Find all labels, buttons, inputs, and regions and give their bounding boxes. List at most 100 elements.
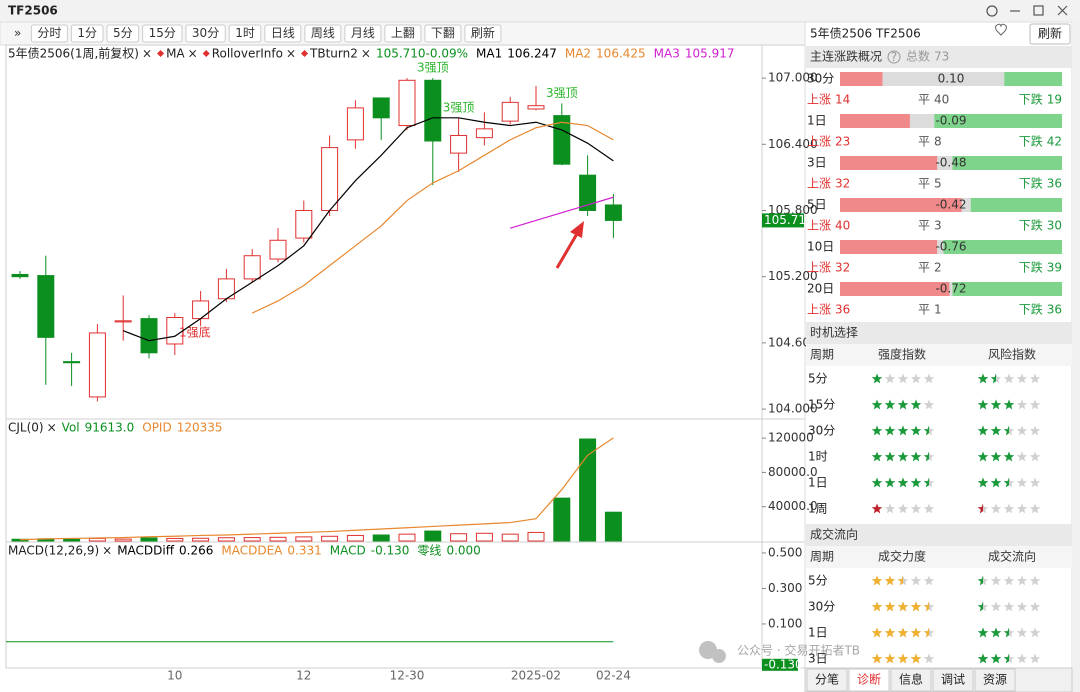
flat-label: 平 (918, 303, 930, 317)
column-label: 风险指数 (988, 347, 1036, 362)
candle-body (579, 174, 597, 211)
star-filled (884, 575, 896, 586)
star-empty (1003, 503, 1015, 514)
star-empty (910, 373, 922, 384)
toolbar-button[interactable] (185, 24, 226, 43)
star-empty (1029, 575, 1041, 586)
series-value: 0.331 (287, 544, 321, 558)
star-empty (1016, 373, 1028, 384)
y-tick-label: 107.000 (768, 71, 818, 85)
tab[interactable] (806, 668, 848, 692)
legend-close[interactable]: × (47, 421, 57, 435)
favorite-icon[interactable] (995, 23, 1007, 36)
annotation-arrow (555, 221, 584, 269)
star-filled (910, 399, 922, 410)
close-button[interactable] (1057, 5, 1068, 16)
breadth-segment (840, 72, 883, 86)
star-rating (977, 373, 1041, 384)
x-tick-label: 02-24 (596, 669, 631, 683)
period-label: 30分 (808, 600, 835, 614)
toolbar-button[interactable] (30, 24, 68, 43)
star-filled (910, 425, 922, 436)
tab[interactable] (932, 668, 974, 692)
column-label: 周期 (810, 550, 834, 564)
star-filled (977, 373, 989, 384)
toolbar-button[interactable] (70, 24, 104, 43)
star-filled (871, 373, 883, 384)
candle-body (346, 107, 364, 141)
help-icon[interactable] (887, 50, 901, 64)
toolbar-label: 上翻 (391, 26, 415, 40)
star-rating (871, 627, 935, 638)
moving-average-line (510, 196, 614, 229)
star-filled (977, 653, 989, 664)
panel-title: 5年债2506 TF2506 (810, 27, 921, 41)
toolbar-button[interactable] (264, 24, 302, 43)
toolbar-button[interactable] (384, 24, 422, 43)
toolbar-button[interactable] (106, 24, 140, 43)
help-button[interactable] (986, 5, 998, 17)
moving-average-line (122, 117, 614, 342)
star-empty (897, 373, 909, 384)
section-header (806, 46, 1072, 68)
open-interest-line (19, 437, 614, 541)
toolbar-label: 周线 (311, 26, 335, 40)
candle-body (398, 79, 416, 127)
tab-label: 诊断 (857, 672, 881, 687)
toolbar-button[interactable] (142, 24, 183, 43)
down-label: 下跌 (1019, 176, 1043, 191)
star-filled (1003, 653, 1009, 664)
volume-bar (63, 538, 81, 542)
toolbar-button[interactable] (228, 24, 262, 43)
legend-title: CJL(0) (8, 421, 44, 435)
toolbar-label: 30分 (192, 26, 219, 40)
y-tick-label: 106.400 (768, 137, 818, 151)
toolbar-label: 分时 (37, 26, 61, 40)
indicator-name: RolloverInfo (212, 47, 283, 61)
column-label: 周期 (810, 348, 834, 362)
legend-close[interactable]: × (188, 47, 198, 61)
star-filled (923, 451, 929, 462)
star-filled (897, 399, 909, 410)
up-count: 36 (835, 303, 850, 317)
refresh-button[interactable] (1029, 23, 1071, 45)
star-rating (871, 451, 935, 462)
flat-count: 1 (934, 303, 942, 317)
tab[interactable] (848, 668, 890, 692)
star-filled (990, 477, 1002, 488)
legend-close[interactable]: × (361, 47, 371, 61)
toolbar-button[interactable] (344, 24, 382, 43)
tab[interactable] (974, 668, 1016, 692)
legend-close[interactable]: × (142, 47, 152, 61)
candle-body (321, 147, 339, 211)
section-title: 成交流向 (810, 527, 858, 542)
period-label: 20日 (807, 282, 834, 296)
up-label: 上涨 (807, 218, 831, 233)
toolbar-button[interactable] (304, 24, 342, 43)
star-filled (910, 653, 922, 664)
breadth-segment (840, 114, 910, 128)
star-filled (977, 601, 983, 612)
series-value: 106.425 (596, 47, 646, 61)
legend-close[interactable]: × (102, 544, 112, 558)
star-filled (897, 477, 909, 488)
series-value: 106.247 (507, 47, 557, 61)
maximize-button[interactable] (1033, 5, 1044, 16)
series-name: MACDDiff (117, 544, 175, 558)
star-rating (871, 477, 935, 488)
indicator-name: MA (166, 47, 185, 61)
star-rating (977, 575, 1041, 586)
star-empty (1016, 399, 1028, 410)
tab[interactable] (890, 668, 932, 692)
volume-bar (604, 511, 622, 542)
star-filled (910, 451, 922, 462)
volume-bar (553, 497, 571, 542)
toolbar-button[interactable] (464, 24, 502, 43)
volume-bar (346, 534, 364, 542)
star-filled (923, 601, 929, 612)
volume-bar (398, 533, 416, 542)
toolbar-button[interactable] (424, 24, 462, 43)
up-count: 14 (835, 93, 850, 107)
legend-close[interactable]: × (286, 47, 296, 61)
total-label: 总数 (906, 49, 930, 64)
